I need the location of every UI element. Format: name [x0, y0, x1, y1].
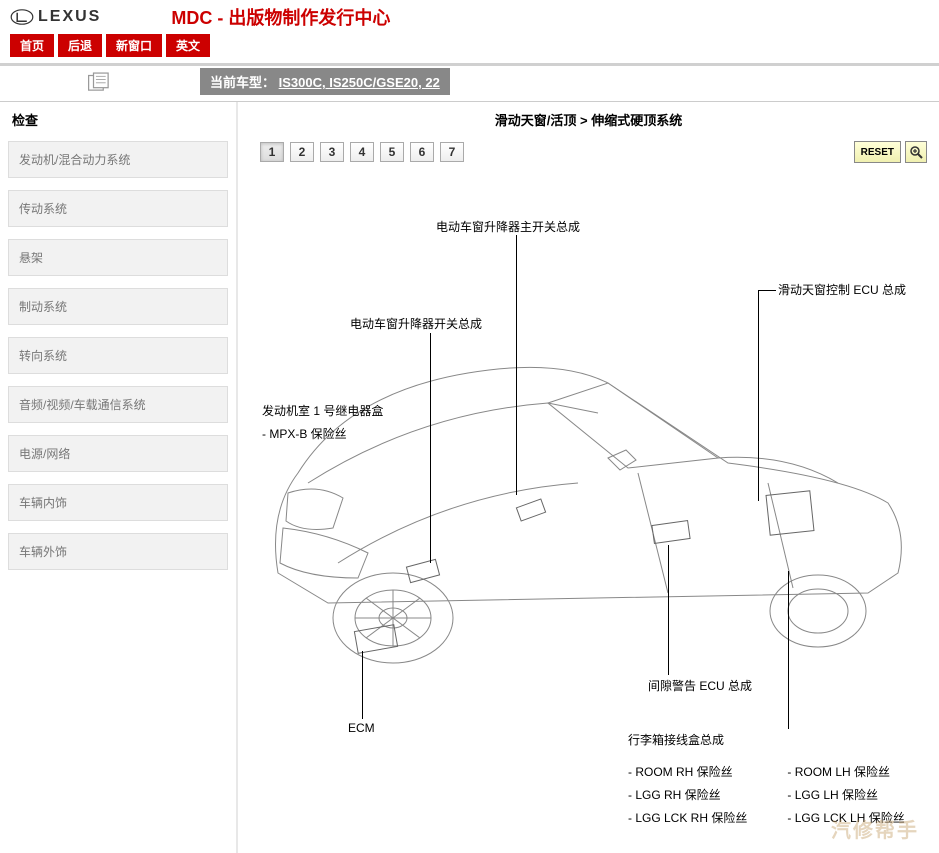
label-luggage-jb: 行李箱接线盒总成	[628, 731, 724, 748]
sidebar-item-audio[interactable]: 音频/视频/车载通信系统	[8, 386, 228, 423]
sidebar-item-power[interactable]: 电源/网络	[8, 435, 228, 472]
page-2-button[interactable]: 2	[290, 142, 314, 162]
document-icon	[87, 72, 113, 92]
magnifier-icon	[909, 145, 923, 159]
diagram-area: 电动车窗升降器主开关总成 滑动天窗控制 ECU 总成 电动车窗升降器开关总成 发…	[248, 173, 929, 853]
page-1-button[interactable]: 1	[260, 142, 284, 162]
label-power-window-switch: 电动车窗升降器开关总成	[350, 315, 482, 332]
sidebar-item-interior[interactable]: 车辆内饰	[8, 484, 228, 521]
sidebar: 检查 发动机/混合动力系统 传动系统 悬架 制动系统 转向系统 音频/视频/车载…	[0, 102, 238, 853]
pager: 1 2 3 4 5 6 7	[260, 142, 464, 162]
nav-home-button[interactable]: 首页	[10, 34, 54, 57]
model-label: 当前车型：	[210, 75, 275, 90]
page-7-button[interactable]: 7	[440, 142, 464, 162]
reset-button[interactable]: RESET	[854, 141, 901, 163]
label-sunroof-ecu: 滑动天窗控制 ECU 总成	[758, 281, 906, 298]
fuse-lgg-lh: - LGG LH 保险丝	[787, 786, 904, 803]
zoom-button[interactable]	[905, 141, 927, 163]
lexus-logo-icon	[10, 8, 34, 26]
fuse-lgg-rh: - LGG RH 保险丝	[628, 786, 747, 803]
fuse-room-rh: - ROOM RH 保险丝	[628, 763, 747, 780]
label-clearance-ecu: 间隙警告 ECU 总成	[648, 677, 752, 694]
fuse-room-lh: - ROOM LH 保险丝	[787, 763, 904, 780]
sidebar-item-exterior[interactable]: 车辆外饰	[8, 533, 228, 570]
nav-english-button[interactable]: 英文	[166, 34, 210, 57]
page-3-button[interactable]: 3	[320, 142, 344, 162]
fuse-lgg-lck-rh: - LGG LCK RH 保险丝	[628, 809, 747, 826]
sidebar-item-drivetrain[interactable]: 传动系统	[8, 190, 228, 227]
page-5-button[interactable]: 5	[380, 142, 404, 162]
mdc-title: MDC - 出版物制作发行中心	[171, 4, 390, 30]
watermark: 汽修帮手	[831, 814, 919, 843]
sidebar-item-brake[interactable]: 制动系统	[8, 288, 228, 325]
sidebar-item-engine[interactable]: 发动机/混合动力系统	[8, 141, 228, 178]
page-6-button[interactable]: 6	[410, 142, 434, 162]
label-ecm: ECM	[348, 721, 375, 735]
label-relay-fuse: - MPX-B 保险丝	[262, 425, 347, 442]
brand-text: LEXUS	[38, 8, 101, 26]
page-4-button[interactable]: 4	[350, 142, 374, 162]
nav-new-window-button[interactable]: 新窗口	[106, 34, 162, 57]
brand-logo: LEXUS	[10, 8, 101, 26]
nav-back-button[interactable]: 后退	[58, 34, 102, 57]
sidebar-title: 检查	[8, 102, 228, 141]
nav-bar: 首页 后退 新窗口 英文	[0, 30, 939, 63]
label-power-window-master: 电动车窗升降器主开关总成	[436, 218, 580, 235]
label-relay-box: 发动机室 1 号继电器盒	[262, 402, 383, 419]
breadcrumb: 滑动天窗/活顶 > 伸缩式硬顶系统	[238, 102, 939, 137]
model-value: IS300C, IS250C/GSE20, 22	[279, 75, 440, 90]
car-illustration	[248, 233, 928, 673]
sidebar-item-suspension[interactable]: 悬架	[8, 239, 228, 276]
sidebar-item-steering[interactable]: 转向系统	[8, 337, 228, 374]
current-model: 当前车型： IS300C, IS250C/GSE20, 22	[200, 68, 450, 95]
main-content: 滑动天窗/活顶 > 伸缩式硬顶系统 1 2 3 4 5 6 7 RESET	[238, 102, 939, 853]
